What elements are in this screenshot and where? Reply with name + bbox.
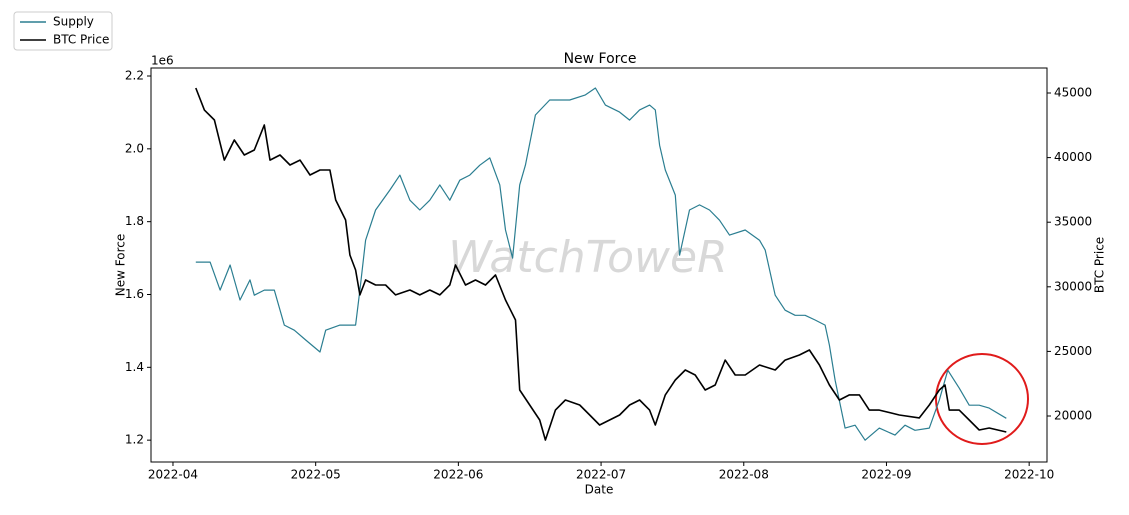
series-line (195, 87, 1007, 441)
y-offset-label: 1e6 (151, 54, 174, 68)
y2-axis-label: BTC Price (1093, 237, 1107, 293)
legend-label: Supply (53, 15, 94, 29)
legend-label: BTC Price (53, 33, 109, 47)
plot-frame (150, 67, 1048, 463)
x-tick-label: 2022-07 (576, 468, 626, 482)
x-tick-label: 2022-09 (861, 468, 911, 482)
y-tick-label: 2.2 (125, 69, 144, 83)
x-axis-label: Date (585, 483, 614, 497)
watermark: WatchToweR (448, 232, 727, 283)
highlight-circle (935, 353, 1029, 445)
x-tick-label: 2022-08 (719, 468, 769, 482)
x-tick-label: 2022-06 (433, 468, 483, 482)
y-tick-label: 1.2 (125, 433, 144, 447)
x-tick-label: 2022-10 (1004, 468, 1054, 482)
chart-title: New Force (564, 51, 637, 67)
y2-tick-label: 35000 (1054, 215, 1092, 229)
x-tick-label: 2022-04 (148, 468, 198, 482)
x-tick-label: 2022-05 (291, 468, 341, 482)
y-tick-label: 1.8 (125, 214, 144, 228)
y2-tick-label: 45000 (1054, 86, 1092, 100)
y-tick-label: 2.0 (125, 141, 144, 155)
y-tick-label: 1.6 (125, 287, 144, 301)
y-tick-label: 1.4 (125, 360, 144, 374)
y2-tick-label: 40000 (1054, 150, 1092, 164)
y2-tick-label: 30000 (1054, 279, 1092, 293)
y-axis-label: New Force (114, 234, 128, 296)
series-line (195, 87, 1007, 441)
y2-tick-label: 20000 (1054, 409, 1092, 423)
y2-tick-label: 25000 (1054, 344, 1092, 358)
